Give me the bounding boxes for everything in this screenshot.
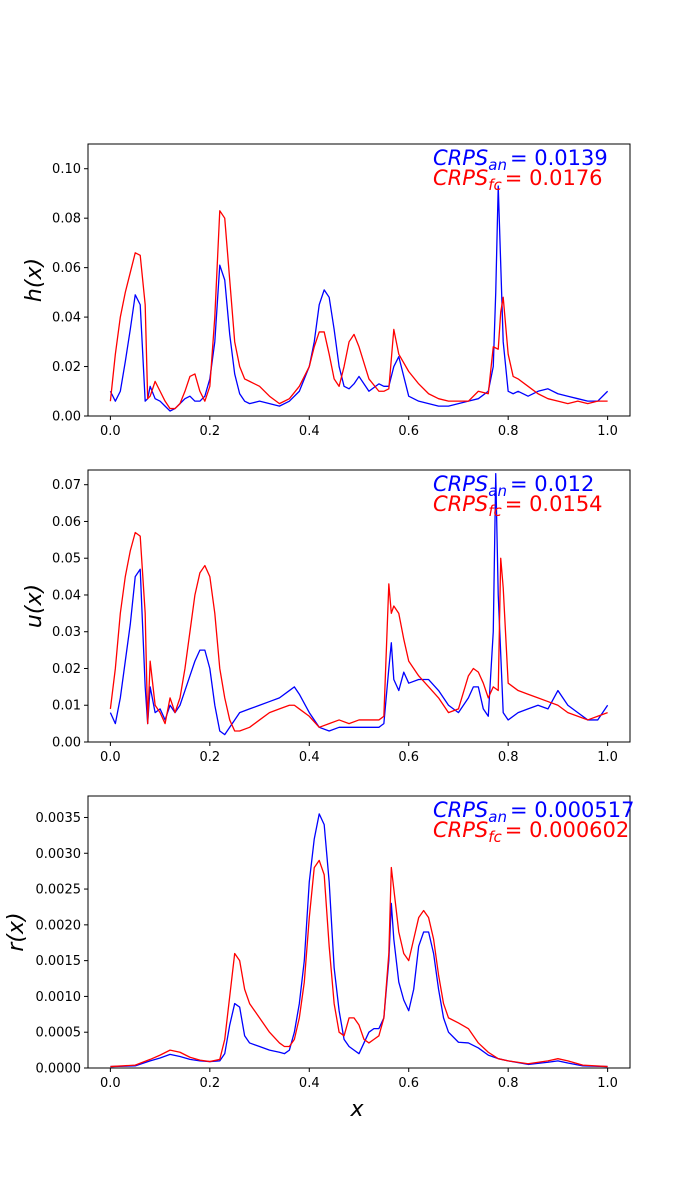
x-tick-label: 0.6 bbox=[398, 424, 419, 439]
y-tick-label: 0.00 bbox=[52, 736, 81, 751]
crps-annotation-fc: CRPSfc = 0.0176 bbox=[433, 166, 603, 194]
x-tick-label: 1.0 bbox=[597, 750, 618, 765]
y-tick-label: 0.07 bbox=[52, 478, 81, 493]
x-tick-label: 0.0 bbox=[100, 750, 121, 765]
y-tick-label: 0.04 bbox=[52, 311, 81, 326]
x-tick-label: 0.6 bbox=[398, 1076, 419, 1091]
crps-var: CRPS bbox=[433, 798, 488, 822]
x-tick-label: 0.0 bbox=[100, 424, 121, 439]
crps-annotation-an: CRPSan = 0.0139 bbox=[433, 146, 608, 174]
x-tick-label: 0.8 bbox=[498, 1076, 519, 1091]
y-tick-label: 0.03 bbox=[52, 625, 81, 640]
crps-equals: = bbox=[505, 166, 529, 190]
crps-subscript: fc bbox=[488, 828, 502, 846]
x-tick-label: 0.0 bbox=[100, 1076, 121, 1091]
axes-frame bbox=[87, 795, 631, 1069]
y-tick-label: 0.06 bbox=[52, 515, 81, 530]
axes-frame bbox=[87, 469, 631, 743]
y-tick-label: 0.0010 bbox=[36, 990, 82, 1005]
axes-frame bbox=[87, 143, 631, 417]
y-axis-label: h(x) bbox=[22, 258, 47, 302]
x-tick-label: 0.4 bbox=[299, 424, 320, 439]
x-tick-label: 1.0 bbox=[597, 424, 618, 439]
crps-var: CRPS bbox=[433, 472, 488, 496]
x-tick-label: 0.2 bbox=[199, 424, 220, 439]
crps-annotation-an: CRPSan = 0.012 bbox=[433, 472, 594, 500]
y-tick-label: 0.0025 bbox=[36, 883, 82, 898]
crps-subscript: fc bbox=[488, 502, 502, 520]
y-tick-label: 0.04 bbox=[52, 588, 81, 603]
crps-var: CRPS bbox=[433, 818, 488, 842]
series-line-forecast bbox=[109, 210, 608, 410]
y-tick-label: 0.0035 bbox=[36, 811, 82, 826]
y-tick-label: 0.0020 bbox=[36, 918, 82, 933]
y-axis-label: r(x) bbox=[4, 912, 29, 951]
x-tick-label: 0.6 bbox=[398, 750, 419, 765]
y-tick-label: 0.02 bbox=[52, 360, 81, 375]
crps-value: 0.000602 bbox=[529, 818, 629, 842]
crps-annotation-fc: CRPSfc = 0.0154 bbox=[433, 492, 603, 520]
y-tick-label: 0.10 bbox=[52, 162, 81, 177]
x-tick-label: 1.0 bbox=[597, 1076, 618, 1091]
x-tick-label: 0.8 bbox=[498, 750, 519, 765]
y-tick-label: 0.0030 bbox=[36, 847, 82, 862]
crps-annotation-an: CRPSan = 0.000517 bbox=[433, 798, 634, 826]
x-tick-label: 0.2 bbox=[199, 1076, 220, 1091]
y-tick-label: 0.0015 bbox=[36, 954, 82, 969]
crps-var: CRPS bbox=[433, 146, 488, 170]
x-tick-label: 0.4 bbox=[299, 1076, 320, 1091]
crps-var: CRPS bbox=[433, 492, 488, 516]
crps-equals: = bbox=[510, 472, 534, 496]
crps-annotation-fc: CRPSfc = 0.000602 bbox=[433, 818, 629, 846]
crps-subscript: fc bbox=[488, 176, 502, 194]
chart-panel-1: 0.0 0.2 0.4 0.6 0.8 1.0 0.00 0.02 0.04 0.06 0.08 0.… bbox=[22, 143, 631, 439]
y-tick-label: 0.00 bbox=[52, 410, 81, 425]
series-line-analysis bbox=[109, 185, 609, 412]
y-tick-label: 0.02 bbox=[52, 662, 81, 677]
crps-equals: = bbox=[510, 146, 534, 170]
crps-value: 0.0176 bbox=[529, 166, 602, 190]
y-tick-label: 0.0000 bbox=[36, 1062, 82, 1077]
x-axis-label: x bbox=[349, 1097, 364, 1122]
crps-value: 0.0139 bbox=[534, 146, 607, 170]
y-axis-label: u(x) bbox=[22, 584, 47, 628]
series-line-forecast bbox=[110, 859, 608, 1068]
crps-subscript: an bbox=[488, 808, 507, 826]
crps-equals: = bbox=[505, 492, 529, 516]
y-tick-label: 0.05 bbox=[52, 552, 81, 567]
chart-panel-3: 0.0 0.2 0.4 0.6 0.8 1.0 0.0000 0.0005 0.0010 0.00… bbox=[4, 795, 634, 1122]
x-tick-label: 0.2 bbox=[199, 750, 220, 765]
chart-panel-2: 0.0 0.2 0.4 0.6 0.8 1.0 0.00 0.01 0.02 0.03 0.04 0.… bbox=[22, 469, 631, 765]
crps-subscript: an bbox=[488, 482, 507, 500]
y-tick-label: 0.01 bbox=[52, 699, 81, 714]
crps-var: CRPS bbox=[433, 166, 488, 190]
crps-value: 0.0154 bbox=[529, 492, 602, 516]
x-tick-label: 0.4 bbox=[299, 750, 320, 765]
y-tick-label: 0.08 bbox=[52, 212, 81, 227]
y-tick-label: 0.06 bbox=[52, 261, 81, 276]
crps-equals: = bbox=[505, 818, 529, 842]
crps-equals: = bbox=[510, 798, 534, 822]
series-line-forecast bbox=[109, 531, 608, 732]
crps-value: 0.012 bbox=[534, 472, 594, 496]
crps-value: 0.000517 bbox=[534, 798, 634, 822]
y-tick-label: 0.0005 bbox=[36, 1026, 82, 1041]
series-line-analysis bbox=[110, 813, 608, 1068]
x-tick-label: 0.8 bbox=[498, 424, 519, 439]
crps-subscript: an bbox=[488, 156, 507, 174]
